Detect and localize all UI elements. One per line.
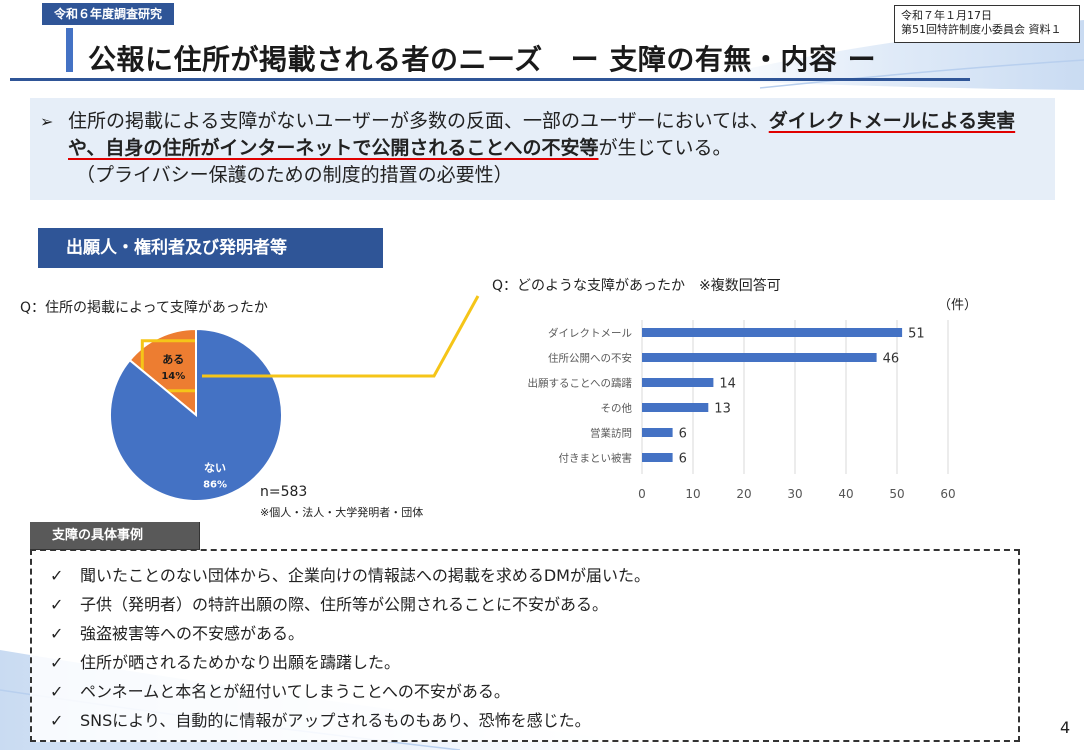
example-text: 子供（発明者）の特許出願の際、住所等が公開されることに不安がある。 xyxy=(80,595,609,614)
bar-category-label: ダイレクトメール xyxy=(548,327,632,340)
bar-category-label: 住所公開への不安 xyxy=(548,352,632,365)
checkmark-icon: ✓ xyxy=(50,624,64,643)
pie-pct-no: 86% xyxy=(203,479,227,490)
bar-value-label: 46 xyxy=(883,352,900,367)
checkmark-icon: ✓ xyxy=(50,566,64,585)
examples-box: ✓ 聞いたことのない団体から、企業向けの情報誌への掲載を求めるDMが届いた。 ✓ 子供… xyxy=(30,549,1020,742)
pie-question: Q：住所の掲載によって支障があったか xyxy=(20,300,268,316)
examples-tag: 支障の具体事例 xyxy=(30,522,200,550)
bar-tick-label: 10 xyxy=(685,487,700,501)
bar xyxy=(642,453,673,462)
example-item: ✓ 住所が晒されるためかなり出願を躊躇した。 xyxy=(50,648,1018,677)
document-info-box: 令和７年１月17日 第51回特許制度小委員会 資料１ xyxy=(894,5,1080,43)
research-tag: 令和６年度調査研究 xyxy=(42,3,175,25)
bar-tick-label: 50 xyxy=(889,487,904,501)
example-text: 住所が晒されるためかなり出願を躊躇した。 xyxy=(80,653,401,672)
example-item: ✓ SNSにより、自動的に情報がアップされるものもあり、恐怖を感じた。 xyxy=(50,706,1018,735)
checkmark-icon: ✓ xyxy=(50,711,64,730)
examples-list: ✓ 聞いたことのない団体から、企業向けの情報誌への掲載を求めるDMが届いた。 ✓ 子供… xyxy=(32,551,1018,735)
example-text: ペンネームと本名とが紐付いてしまうことへの不安がある。 xyxy=(80,682,510,701)
summary-text-1: 住所の掲載による支障がないユーザーが多数の反面、一部のユーザーにおいては、 xyxy=(68,110,769,132)
summary-parenthetical: （プライバシー保護のための制度的措置の必要性） xyxy=(76,164,513,186)
bar-unit-label: （件） xyxy=(938,298,978,313)
sample-size-label: n=583 xyxy=(260,484,308,500)
title-accent-bar xyxy=(66,28,73,72)
bar xyxy=(642,353,877,362)
section-heading: 出願人・権利者及び発明者等 xyxy=(38,228,383,268)
page-number: 4 xyxy=(1060,718,1071,737)
bar xyxy=(642,328,903,337)
bar-tick-label: 20 xyxy=(736,487,751,501)
example-item: ✓ 強盗被害等への不安感がある。 xyxy=(50,619,1018,648)
checkmark-icon: ✓ xyxy=(50,653,64,672)
pie-pct-yes: 14% xyxy=(161,371,185,382)
summary-box: ➢ 住所の掲載による支障がないユーザーが多数の反面、一部のユーザーにおいては、ダ… xyxy=(30,98,1055,200)
example-text: 聞いたことのない団体から、企業向けの情報誌への掲載を求めるDMが届いた。 xyxy=(80,566,650,585)
bar-question: Q：どのような支障があったか ※複数回答可 xyxy=(492,278,781,294)
bar-category-label: その他 xyxy=(601,402,633,415)
page-title-main: 公報に住所が掲載される者のニーズ xyxy=(88,43,543,76)
example-item: ✓ 聞いたことのない団体から、企業向けの情報誌への掲載を求めるDMが届いた。 xyxy=(50,561,1018,590)
bar-tick-label: 40 xyxy=(838,487,853,501)
pie-label-no: ない xyxy=(204,461,226,474)
example-item: ✓ 子供（発明者）の特許出願の際、住所等が公開されることに不安がある。 xyxy=(50,590,1018,619)
bar-category-label: 付きまとい被害 xyxy=(559,452,633,465)
checkmark-icon: ✓ xyxy=(50,595,64,614)
summary-text-2: が生じている。 xyxy=(598,137,732,159)
bar xyxy=(642,378,714,387)
bar-value-label: 6 xyxy=(679,427,687,442)
bar xyxy=(642,428,673,437)
pie-slice-yes xyxy=(128,327,197,418)
bar xyxy=(642,403,709,412)
bar-category-label: 出願することへの躊躇 xyxy=(528,377,633,390)
bar-tick-label: 0 xyxy=(638,487,646,501)
bar-category-label: 営業訪問 xyxy=(590,427,632,440)
bar-tick-label: 60 xyxy=(940,487,955,501)
example-text: 強盗被害等への不安感がある。 xyxy=(80,624,305,643)
bar-tick-label: 30 xyxy=(787,487,802,501)
example-item: ✓ ペンネームと本名とが紐付いてしまうことへの不安がある。 xyxy=(50,677,1018,706)
bar-value-label: 51 xyxy=(908,327,925,342)
document-date: 令和７年１月17日 xyxy=(901,9,992,22)
bar-value-label: 13 xyxy=(714,402,731,417)
bar-chart: 0 10 20 30 40 50 60 ダイレクトメール 51 住所公開への不安 46 出願することへ… xyxy=(528,320,956,501)
title-underline xyxy=(10,78,970,81)
bar-value-label: 14 xyxy=(719,377,736,392)
summary-emphasis: ダイレクトメールによる実害や、自身の住所がインターネットで公開されることへの不安… xyxy=(68,110,1016,159)
document-reference: 第51回特許制度小委員会 資料１ xyxy=(901,23,1062,36)
page-title-sub: ー 支障の有無・内容 ー xyxy=(570,43,877,76)
pie-chart: ある 14% ない 86% xyxy=(109,327,283,502)
bar-value-label: 6 xyxy=(679,452,687,467)
checkmark-icon: ✓ xyxy=(50,682,64,701)
arrow-bullet-icon: ➢ xyxy=(40,112,54,131)
example-text: SNSにより、自動的に情報がアップされるものもあり、恐怖を感じた。 xyxy=(80,711,591,730)
respondent-note: ※個人・法人・大学発明者・団体 xyxy=(260,506,424,519)
page-title: 公報に住所が掲載される者のニーズー 支障の有無・内容 ー xyxy=(88,38,876,78)
pie-label-yes: ある xyxy=(162,353,184,366)
